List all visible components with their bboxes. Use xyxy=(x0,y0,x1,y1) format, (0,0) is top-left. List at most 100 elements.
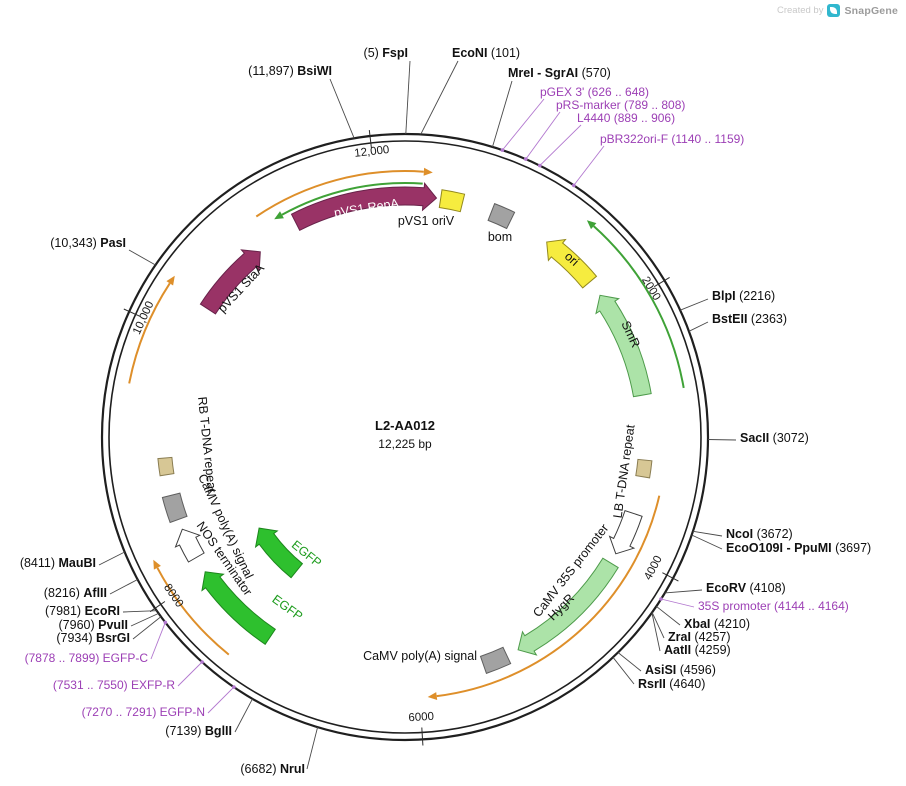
feature-pvs1-staa: pVS1 StaA xyxy=(199,249,267,315)
primer-site-dot xyxy=(232,685,236,689)
site-label: (6682) NruI xyxy=(240,762,305,776)
site-egfp-c: (7878 .. 7899) EGFP-C xyxy=(25,620,168,665)
site-l4440: L4440 (889 .. 906) xyxy=(538,111,675,168)
site-label: AsiSI (4596) xyxy=(645,663,716,677)
feature-camv-poly-a-signal: CaMV poly(A) signal xyxy=(363,646,512,675)
site-ecori: (7981) EcoRI xyxy=(45,604,157,618)
site-label: (7960) PvuII xyxy=(59,618,128,632)
site-label: EcoNI (101) xyxy=(452,46,520,60)
scale-tick-label: 6000 xyxy=(408,711,434,724)
site-exfp-r: (7531 .. 7550) EXFP-R xyxy=(53,660,204,692)
site-label: 35S promoter (4144 .. 4164) xyxy=(698,599,849,613)
site-pvuii: (7960) PvuII xyxy=(59,612,159,632)
site-nrui: (6682) NruI xyxy=(240,726,319,776)
site-bsrgi: (7934) BsrGI xyxy=(56,616,162,645)
site-bsteii: BstEII (2363) xyxy=(688,312,787,332)
plasmid-name: L2-AA012 xyxy=(375,418,435,433)
site-label: SacII (3072) xyxy=(740,431,809,445)
site-label: pGEX 3' (626 .. 648) xyxy=(540,85,649,99)
site-zrai: ZraI (4257) xyxy=(651,612,731,644)
site-blpi: BlpI (2216) xyxy=(680,289,775,311)
site-ecorv: EcoRV (4108) xyxy=(664,581,786,595)
site-label: EcoO109I - PpuMI (3697) xyxy=(726,541,871,555)
primer-site-dot xyxy=(524,157,528,161)
primer-site-dot xyxy=(659,597,663,601)
primer-site-dot xyxy=(500,148,505,152)
site-label: EcoRV (4108) xyxy=(706,581,786,595)
site-label: (5) FspI xyxy=(364,46,408,60)
feature-label-egfp: EGFP xyxy=(269,592,305,623)
site-label: RsrII (4640) xyxy=(638,677,705,691)
site-pasi: (10,343) PasI xyxy=(50,236,156,266)
site-35s-promoter: 35S promoter (4144 .. 4164) xyxy=(659,597,849,613)
orf-arrow-orange xyxy=(255,167,433,218)
feature-egfp: EGFP xyxy=(254,527,324,579)
site-label: pBR322ori-F (1140 .. 1159) xyxy=(600,132,744,146)
site-label: (7270 .. 7291) EGFP-N xyxy=(82,705,205,719)
scale-tick-6000: 6000 xyxy=(408,711,434,746)
credit: Created by SnapGene xyxy=(777,4,898,17)
site-label: (8216) AflII xyxy=(44,586,107,600)
scale-tick-12000: 12,000 xyxy=(354,130,390,160)
site-maubi: (8411) MauBI xyxy=(20,551,125,570)
orf-arrow-green xyxy=(274,182,423,220)
site-label: (7981) EcoRI xyxy=(45,604,120,618)
feature-bom: bom xyxy=(487,202,516,244)
feature-lb-t-dna-repeat: LB T-DNA repeat xyxy=(611,423,653,519)
site-ecoo109i-ppumi: EcoO109I - PpuMI (3697) xyxy=(691,534,871,555)
scale-tick-label: 12,000 xyxy=(354,144,390,160)
feature-ori: ori xyxy=(546,238,598,289)
site-econi: EcoNI (101) xyxy=(420,46,520,135)
site-label: NcoI (3672) xyxy=(726,527,793,541)
plasmid-size: 12,225 bp xyxy=(378,437,432,451)
credit-text: Created by xyxy=(776,5,824,16)
primer-site-dot xyxy=(538,163,542,168)
site-mrei-sgrai: MreI - SgrAI (570) xyxy=(492,66,611,148)
primer-site-dot xyxy=(163,620,168,625)
site-egfp-n: (7270 .. 7291) EGFP-N xyxy=(82,685,236,719)
site-bglii: (7139) BglII xyxy=(165,698,253,738)
primer-site-dot xyxy=(572,183,576,188)
site-label: (7878 .. 7899) EGFP-C xyxy=(25,651,149,665)
orf-arrow-orange xyxy=(128,275,175,384)
site-asisi: AsiSI (4596) xyxy=(617,652,716,677)
feature-rb-t-dna-repeat: RB T-DNA repeat xyxy=(157,396,219,494)
site-label: XbaI (4210) xyxy=(684,617,750,631)
site-bsiwi: (11,897) BsiWI xyxy=(248,64,355,139)
site-aatii: AatII (4259) xyxy=(651,612,731,657)
orf-arrow-orange xyxy=(153,559,230,656)
feature-egfp: EGFP xyxy=(201,571,305,645)
site-aflii: (8216) AflII xyxy=(44,579,138,600)
scale-tick-label: 2000 xyxy=(639,275,662,303)
snapgene-logo-icon xyxy=(827,4,841,17)
backbone-inner-ring xyxy=(108,140,702,734)
feature-pvs1-oriv: pVS1 oriV xyxy=(398,189,466,228)
site-label: ZraI (4257) xyxy=(668,630,731,644)
site-label: L4440 (889 .. 906) xyxy=(577,111,675,125)
site-label: (7139) BglII xyxy=(165,724,232,738)
site-label: AatII (4259) xyxy=(664,643,731,657)
backbone-outer-ring xyxy=(100,132,710,742)
scale-tick-label: 4000 xyxy=(642,554,665,582)
site-label: (7531 .. 7550) EXFP-R xyxy=(53,678,175,692)
site-label: (10,343) PasI xyxy=(50,236,126,250)
site-label: MreI - SgrAI (570) xyxy=(508,66,611,80)
site-sacii: SacII (3072) xyxy=(707,431,809,445)
feature-label-camv-poly-a-signal: CaMV poly(A) signal xyxy=(363,649,477,663)
site-label: pRS-marker (789 .. 808) xyxy=(556,98,685,112)
feature-label-lb-t-dna-repeat: LB T-DNA repeat xyxy=(611,423,638,519)
site-label: BlpI (2216) xyxy=(712,289,775,303)
site-label: (7934) BsrGI xyxy=(56,631,130,645)
feature-smr: SmR xyxy=(595,294,652,398)
snapgene-brand-label: SnapGene xyxy=(844,4,898,17)
scale-tick-label: 10,000 xyxy=(131,300,157,337)
feature-label-pvs1-oriv: pVS1 oriV xyxy=(398,214,455,228)
feature-label-bom: bom xyxy=(488,230,512,244)
site-xbai: XbaI (4210) xyxy=(656,605,750,631)
site-pgex-3: pGEX 3' (626 .. 648) xyxy=(500,85,649,152)
orf-arrow-green xyxy=(586,220,685,389)
site-label: (8411) MauBI xyxy=(20,556,96,570)
site-label: BstEII (2363) xyxy=(712,312,787,326)
